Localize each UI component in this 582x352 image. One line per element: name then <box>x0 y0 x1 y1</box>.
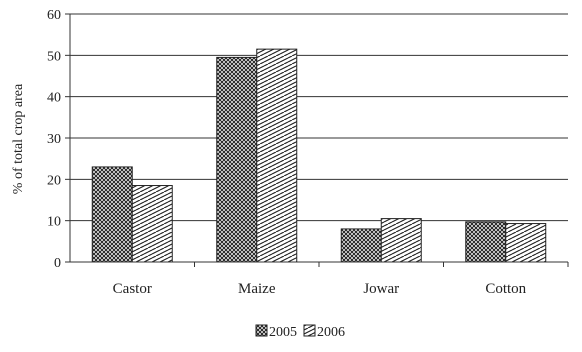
x-category-label: Castor <box>113 281 152 297</box>
legend-label: 2005 <box>269 325 297 340</box>
bar-jowar-2005 <box>340 228 382 263</box>
y-tick-label: 0 <box>54 256 61 271</box>
legend: 2005 2006 <box>255 324 345 340</box>
bar-cotton-2006 <box>505 223 547 263</box>
bar-maize-2006 <box>256 48 298 263</box>
y-tick-label: 30 <box>47 132 61 147</box>
legend-swatch-2006 <box>303 324 316 337</box>
axes <box>65 13 569 267</box>
y-tick-label: 50 <box>47 49 61 64</box>
y-tick-label: 10 <box>47 215 61 230</box>
bar-castor-2006 <box>131 185 173 263</box>
bar-maize-2005 <box>216 56 258 263</box>
legend-swatch-2005 <box>255 324 268 337</box>
bars <box>91 48 547 263</box>
x-category-label: Maize <box>238 281 276 297</box>
y-tick-label: 40 <box>47 91 61 106</box>
bar-castor-2005 <box>91 166 133 263</box>
y-tick-label: 60 <box>47 8 61 23</box>
x-category-labels: Castor Maize Jowar Cotton <box>113 281 527 297</box>
x-category-label: Jowar <box>363 281 399 297</box>
y-tick-label: 20 <box>47 173 61 188</box>
legend-label: 2006 <box>317 325 345 340</box>
x-category-label: Cotton <box>485 281 526 297</box>
bar-cotton-2005 <box>465 221 507 263</box>
y-axis-title: % of total crop area <box>11 83 26 194</box>
gridlines <box>70 13 568 222</box>
y-tick-labels: 0 10 20 30 40 50 60 <box>47 8 61 271</box>
bar-jowar-2006 <box>380 218 422 263</box>
